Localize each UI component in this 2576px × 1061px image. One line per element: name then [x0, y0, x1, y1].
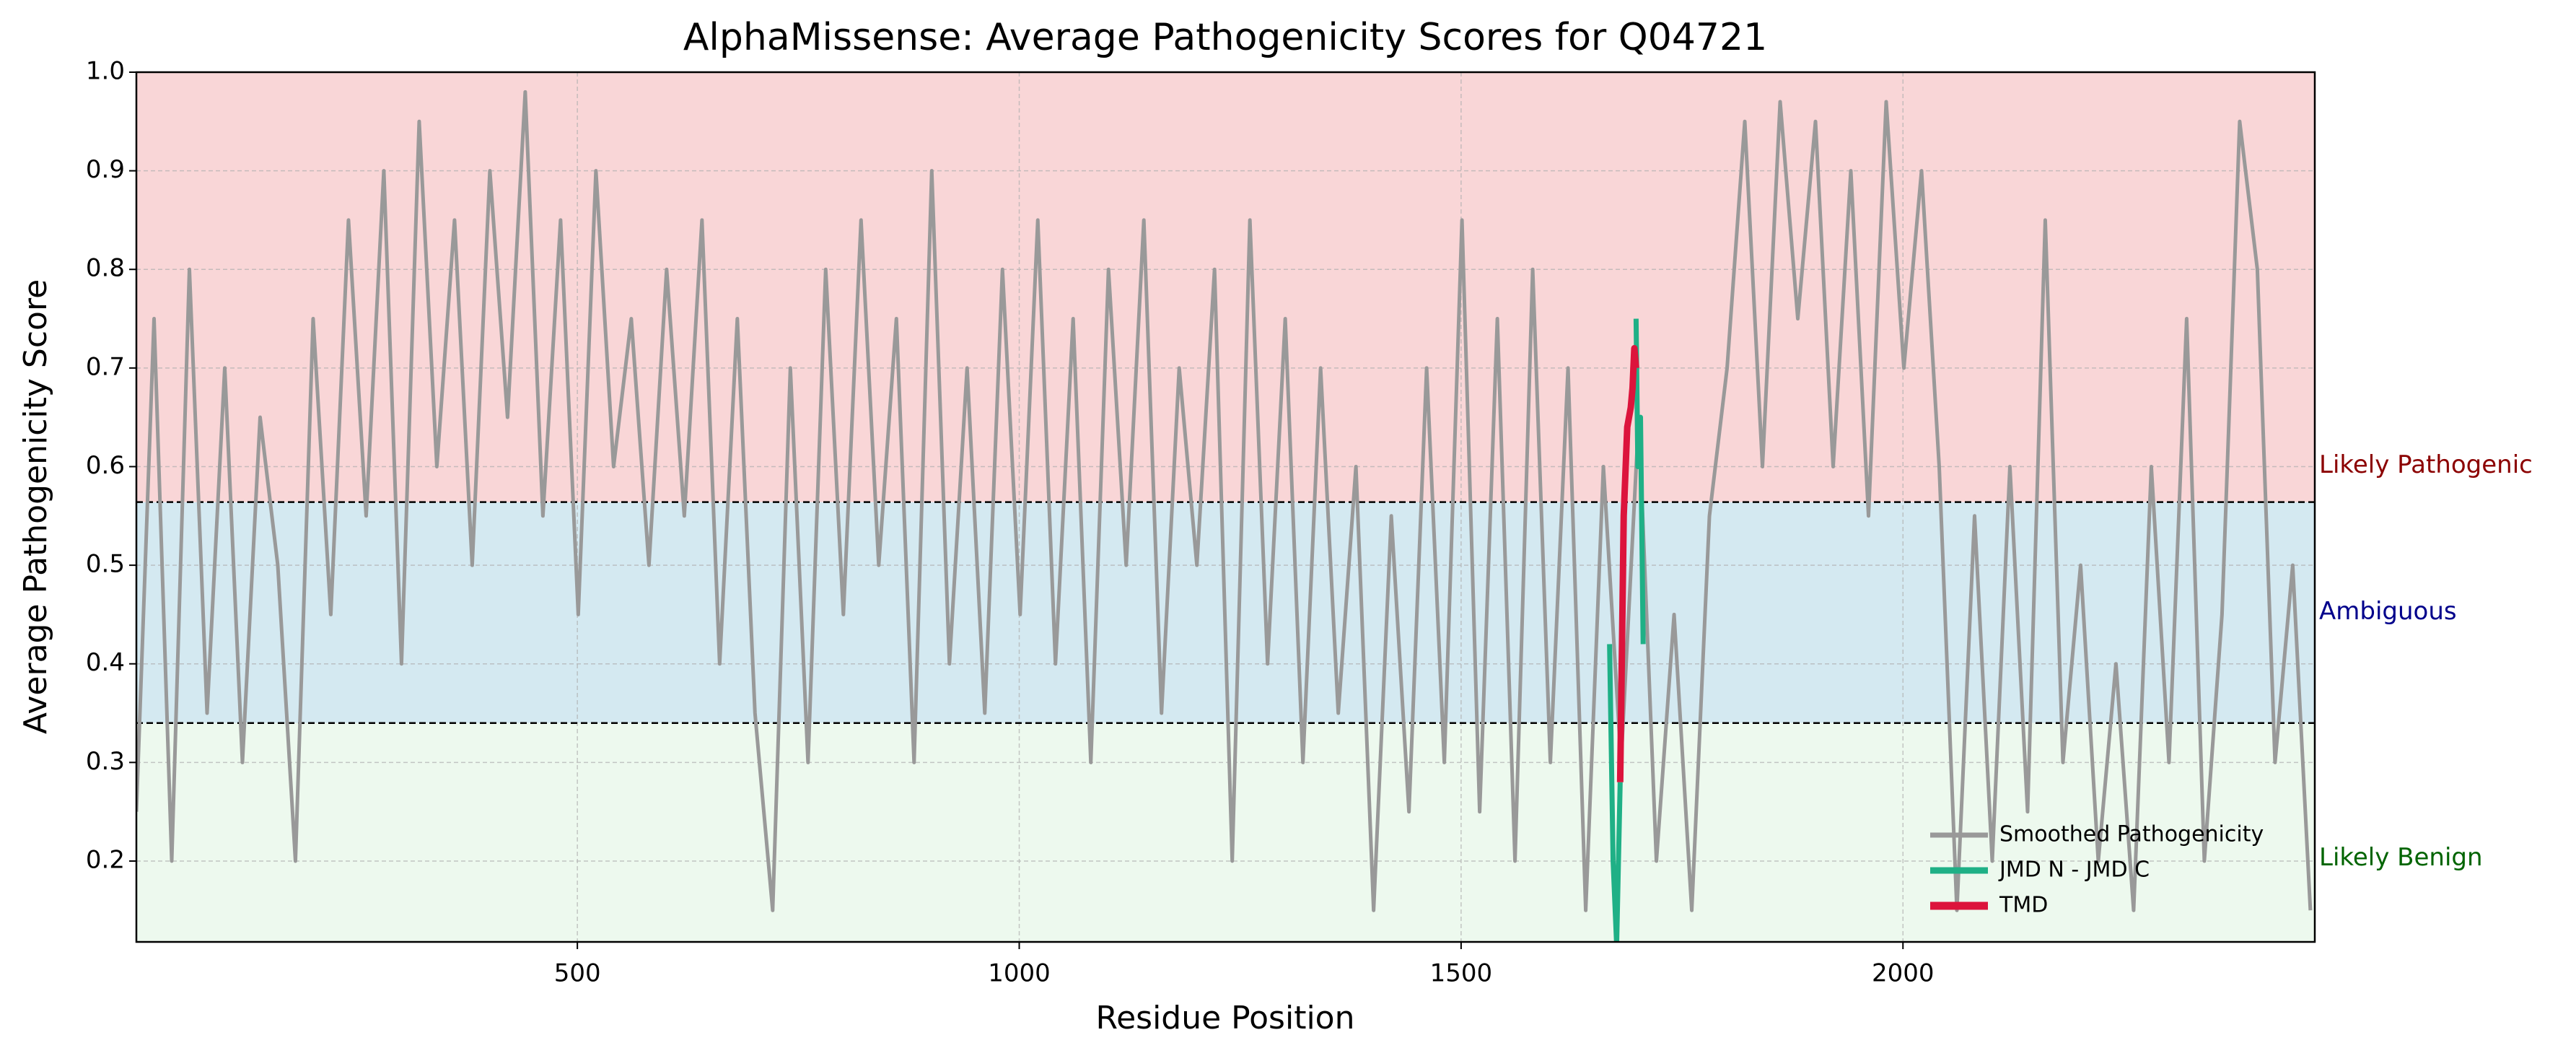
legend-label: Smoothed Pathogenicity [1999, 822, 2264, 847]
x-tick-label: 1000 [988, 959, 1051, 988]
x-tick-label: 500 [554, 959, 601, 988]
plot-lines [136, 89, 2313, 942]
x-axis-label: Residue Position [1095, 1000, 1354, 1036]
series-line [136, 89, 2313, 912]
y-tick-label: 0.8 [86, 254, 125, 283]
region-label: Likely Pathogenic [2319, 450, 2533, 479]
x-tick-label: 2000 [1872, 959, 1935, 988]
series-line [1607, 644, 1623, 942]
series-line [1633, 318, 1646, 645]
chart-title: AlphaMissense: Average Pathogenicity Sco… [683, 16, 1767, 59]
plot-frame [135, 71, 2316, 943]
y-tick-label: 0.5 [86, 550, 125, 579]
series-line [1616, 345, 1639, 782]
legend-label: JMD N - JMD C [1998, 857, 2150, 883]
region-label: Ambiguous [2319, 597, 2457, 626]
y-tick-label: 0.3 [86, 747, 125, 776]
region-label: Likely Benign [2319, 843, 2483, 872]
legend-label: TMD [1999, 893, 2048, 918]
y-tick-label: 1.0 [86, 57, 125, 86]
y-tick-label: 0.2 [86, 845, 125, 874]
y-tick-label: 0.9 [86, 155, 125, 184]
y-axis-label: Average Pathogenicity Score [17, 279, 54, 734]
y-tick-label: 0.7 [86, 352, 125, 381]
y-tick-label: 0.4 [86, 648, 125, 677]
y-tick-label: 0.6 [86, 451, 125, 480]
region-band [136, 72, 2315, 502]
x-tick-label: 1500 [1430, 959, 1493, 988]
